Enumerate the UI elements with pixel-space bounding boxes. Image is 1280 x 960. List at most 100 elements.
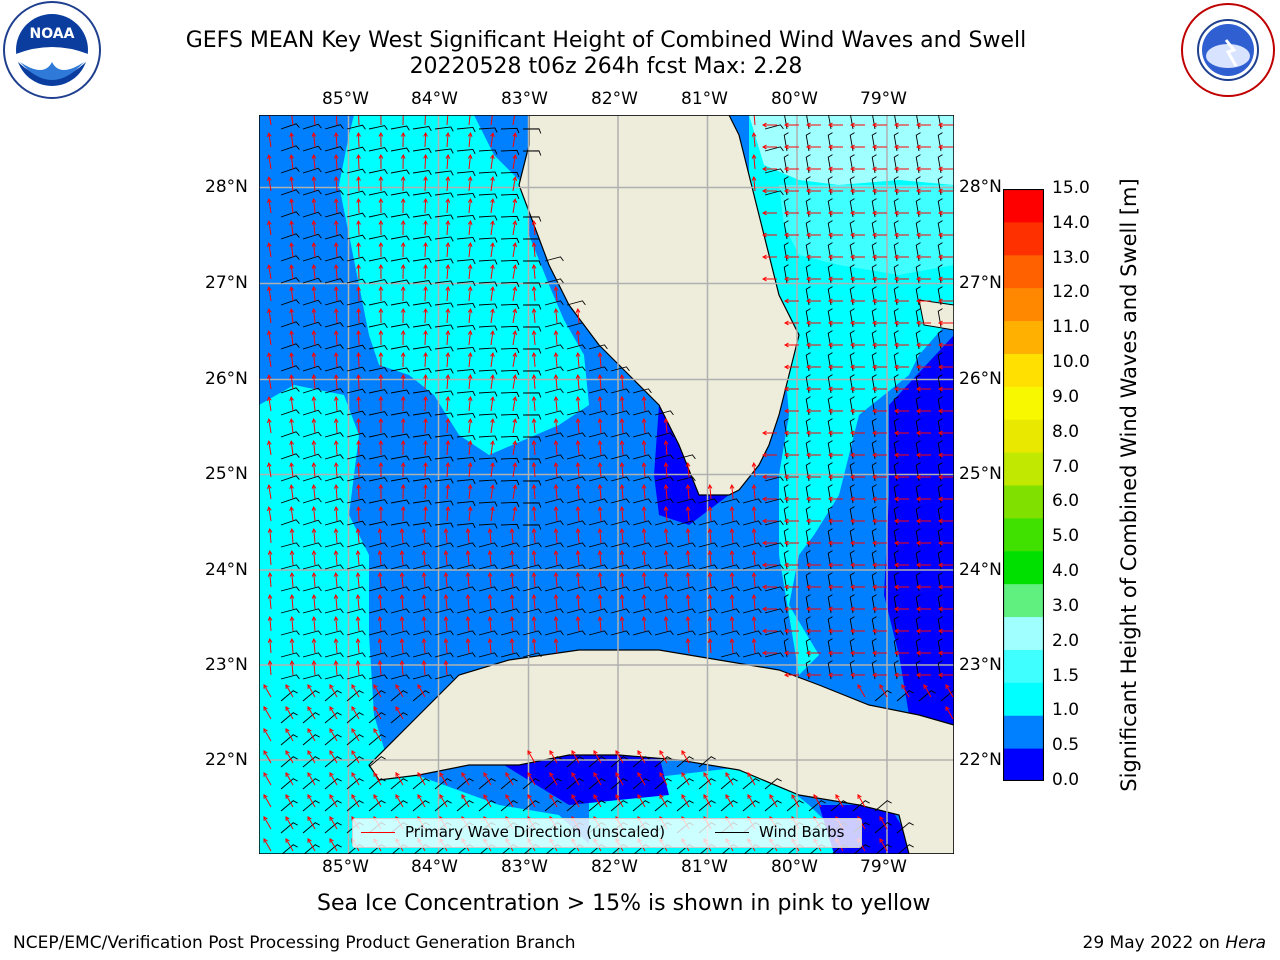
wave-arrow-head — [356, 131, 361, 137]
wave-direction-arrow — [577, 331, 580, 346]
wave-arrow-head — [783, 276, 789, 282]
wave-direction-arrow — [621, 485, 624, 500]
wave-arrow-head — [423, 219, 428, 225]
wind-barb — [871, 176, 877, 196]
wind-barb — [368, 455, 388, 461]
wave-arrow-head — [445, 418, 451, 423]
wind-barb — [871, 418, 877, 438]
wave-direction-arrow — [599, 507, 602, 522]
wave-direction-arrow — [533, 507, 536, 522]
wave-arrow-head — [267, 660, 273, 665]
wave-arrow-head — [490, 352, 495, 358]
wind-barb — [522, 260, 542, 266]
wind-barb — [544, 322, 564, 328]
wind-barb — [896, 690, 914, 702]
wave-direction-arrow — [571, 750, 580, 764]
wind-barb — [434, 412, 454, 418]
wave-arrow-head — [461, 793, 466, 799]
wind-barb — [368, 191, 388, 197]
wind-barb — [346, 608, 366, 614]
wind-barb — [324, 432, 344, 438]
wind-barb — [764, 630, 784, 636]
wind-barb — [566, 344, 586, 350]
wave-arrow-head — [395, 793, 400, 799]
wave-arrow-head — [915, 474, 921, 480]
wind-barb — [742, 652, 762, 658]
wave-direction-arrow — [329, 706, 338, 720]
wave-direction-arrow — [373, 684, 382, 698]
wind-barb — [764, 652, 784, 658]
wave-arrow-head — [805, 254, 811, 260]
wave-direction-arrow — [446, 287, 449, 302]
wind-barb — [783, 462, 789, 482]
wave-arrow-head — [400, 219, 406, 225]
wind-barb — [412, 170, 432, 176]
wave-arrow-head — [805, 320, 811, 326]
wave-arrow-head — [263, 705, 268, 711]
wave-direction-arrow — [424, 418, 427, 434]
wave-direction-arrow — [290, 221, 294, 236]
wind-barb — [654, 608, 674, 614]
wave-direction-arrow — [527, 794, 536, 808]
wind-barb — [434, 456, 454, 462]
wind-barb — [434, 236, 454, 242]
wave-direction-arrow — [373, 772, 382, 786]
wind-barb — [937, 484, 943, 504]
colorbar-tick-label: 7.0 — [1052, 456, 1080, 477]
wave-arrow-head — [487, 550, 493, 555]
wave-direction-arrow — [571, 794, 580, 808]
wave-arrow-head — [849, 496, 855, 502]
colorbar-segment — [1003, 583, 1044, 618]
colorbar-segment — [1003, 386, 1044, 420]
wave-arrow-head — [871, 144, 877, 150]
wind-barb — [368, 389, 388, 395]
wave-arrow-head — [531, 550, 537, 555]
wave-direction-arrow — [687, 617, 690, 632]
wind-barb — [434, 346, 454, 352]
wind-barb — [280, 233, 300, 240]
wind-barb — [827, 330, 833, 350]
wave-arrow-head — [351, 793, 356, 799]
wave-arrow-head — [871, 298, 877, 304]
wave-arrow-head — [512, 396, 518, 402]
wind-barb — [849, 616, 855, 636]
wave-arrow-head — [527, 771, 532, 777]
colorbar-segment — [1003, 682, 1044, 716]
wave-arrow-head — [311, 660, 317, 665]
wave-arrow-head — [849, 562, 855, 568]
wind-barb — [871, 264, 877, 284]
wind-barb — [324, 734, 342, 746]
wind-barb — [874, 800, 892, 812]
wind-barb — [698, 564, 718, 570]
wave-direction-arrow — [599, 595, 602, 610]
wind-barb — [324, 278, 344, 284]
wind-barb — [500, 391, 520, 398]
wind-barb — [456, 126, 476, 133]
wave-arrow-head — [597, 396, 603, 401]
wind-barb — [783, 220, 789, 240]
wind-barb — [849, 462, 855, 482]
wave-direction-arrow — [268, 331, 272, 346]
wave-direction-arrow — [555, 617, 558, 632]
colorbar-tick-label: 1.0 — [1052, 700, 1080, 721]
wind-barb — [412, 148, 432, 154]
wave-direction-arrow — [467, 573, 470, 588]
colorbar-segment — [1003, 517, 1044, 552]
wind-barb — [893, 198, 899, 218]
wind-barb — [654, 454, 674, 460]
wind-barb — [325, 844, 342, 854]
wave-arrow-head — [443, 528, 449, 533]
wave-height-field-cyan-west — [259, 385, 599, 854]
wave-arrow-head — [915, 320, 921, 326]
wave-arrow-head — [531, 352, 537, 357]
wave-direction-arrow — [263, 728, 272, 742]
wave-arrow-head — [531, 308, 537, 313]
wave-arrow-head — [641, 440, 647, 445]
wind-barb — [390, 213, 410, 219]
wave-arrow-head — [512, 308, 518, 314]
wind-barb — [368, 690, 386, 702]
wind-barb — [390, 411, 410, 417]
wave-arrow-head — [849, 518, 855, 524]
wind-barb — [827, 462, 833, 482]
wave-direction-arrow — [489, 639, 492, 654]
